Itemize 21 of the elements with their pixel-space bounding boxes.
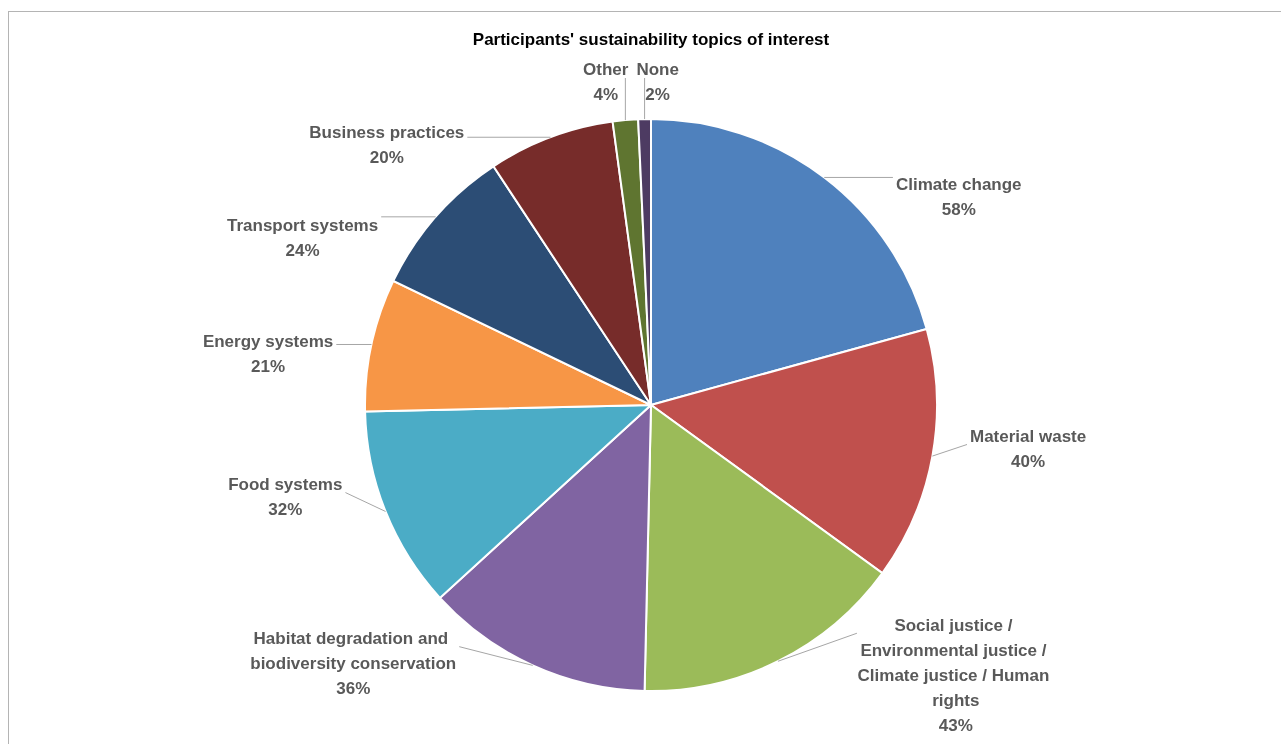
slice-label: Other xyxy=(583,60,629,80)
slice-label: None xyxy=(636,60,679,80)
slice-label: Energy systems xyxy=(202,331,334,351)
slice-label: Business practices xyxy=(309,123,465,143)
slice-label: Material waste xyxy=(970,426,1087,446)
data-label: 20% xyxy=(369,148,404,168)
data-label: 24% xyxy=(285,241,320,261)
slice-label: Social justice / Environmental justice / Climate justice / Human rights xyxy=(857,615,1055,710)
data-label: 43% xyxy=(938,715,973,735)
data-label: 21% xyxy=(251,356,286,376)
data-label: 40% xyxy=(1011,451,1046,471)
slice-label: Climate change xyxy=(895,175,1022,195)
chart-title: Participants' sustainability topics of interest xyxy=(471,29,831,51)
data-label: 4% xyxy=(593,85,619,105)
data-label: 36% xyxy=(336,679,371,699)
slice-label: Habitat degradation and biodiversity conservation xyxy=(250,629,457,674)
data-label: 32% xyxy=(268,500,303,520)
data-label: 2% xyxy=(645,85,670,105)
data-label: 58% xyxy=(941,200,976,220)
slice-label: Transport systems xyxy=(227,216,379,236)
slice-label: Food systems xyxy=(228,475,343,495)
